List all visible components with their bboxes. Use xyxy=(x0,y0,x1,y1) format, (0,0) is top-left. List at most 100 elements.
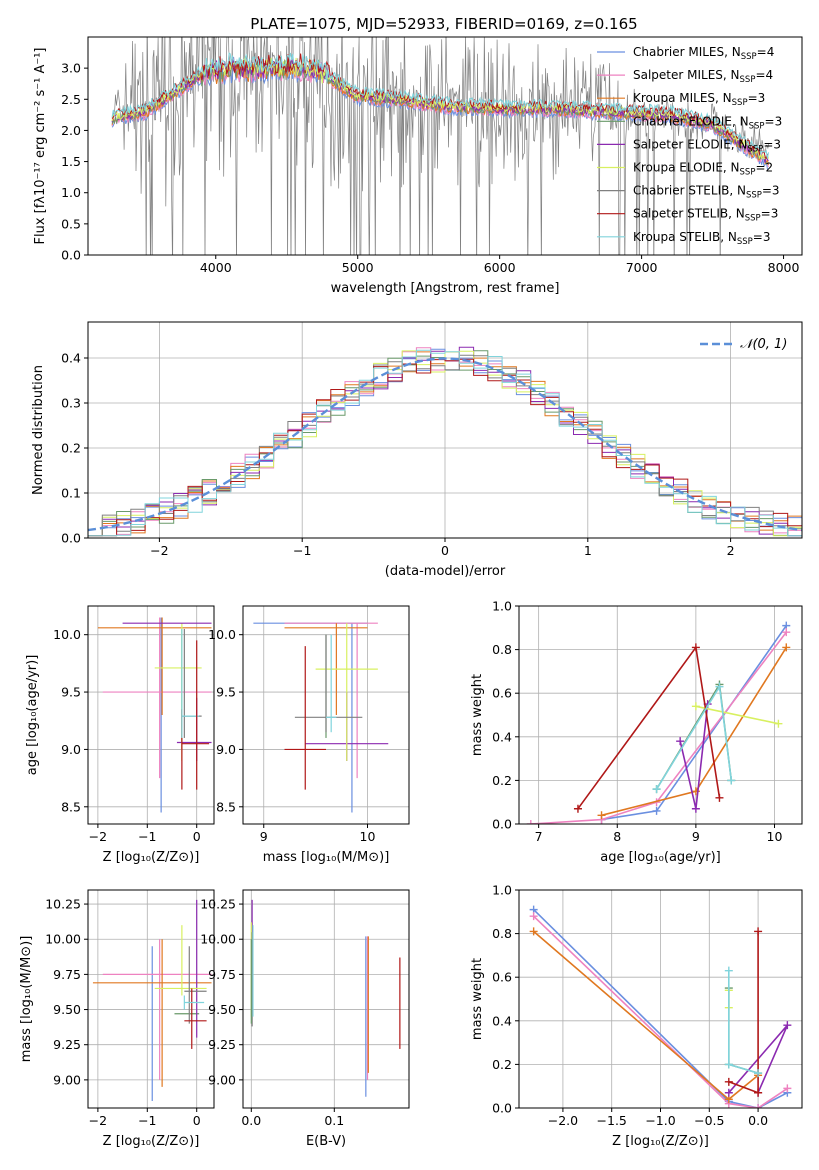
y-tick-label: 1.0 xyxy=(61,185,81,200)
weight-marker-kroupa-elodie xyxy=(774,719,783,728)
y-tick-label: 9.00 xyxy=(208,1072,236,1087)
x-tick-label: −2 xyxy=(150,543,168,558)
weight-line-kroupa-stelib xyxy=(655,684,733,790)
legend-entry: Chabrier ELODIE, NSSP=3 xyxy=(633,114,782,131)
plot-area-mass-age xyxy=(253,622,389,813)
y-tick-label: 0.1 xyxy=(61,486,81,501)
x-tick-label: 7 xyxy=(535,829,543,844)
x-tick-label: 0.1 xyxy=(324,1113,344,1128)
y-tick-label: 10.0 xyxy=(208,627,236,642)
weight-marker-kroupa-miles xyxy=(782,643,791,652)
panel-Z-weight: −2.0 −1.5 −1.0 −0.5 0.0 0.0 0.2 0.4 0.6 0.8 1.0 Z [… xyxy=(470,883,803,1149)
y-tick-label: 0.2 xyxy=(61,441,81,456)
weight-marker-salpeter-stelib xyxy=(754,1088,763,1097)
y-axis-label: Normed distribution xyxy=(31,365,46,495)
plot-area-Z-weight xyxy=(529,905,792,1108)
y-tick-label: 2.5 xyxy=(61,92,81,107)
y-tick-label: 0.0 xyxy=(61,248,81,263)
y-tick-label: 0.8 xyxy=(492,642,512,657)
panel-Z-age: −2 −1 0 8.5 9.0 9.5 10.0 Z [log₁₀(Z/Z⊙)] age [lo… xyxy=(25,605,215,865)
x-tick-label: −2 xyxy=(89,829,107,844)
y-tick-label: 10.25 xyxy=(200,897,236,912)
axes-frame xyxy=(518,605,803,825)
histogram-kroupa-stelib xyxy=(88,349,802,537)
y-tick-label: 0.8 xyxy=(492,926,512,941)
x-tick-label: 0 xyxy=(193,829,201,844)
y-tick-label: 1.5 xyxy=(61,154,81,169)
x-tick-label: −1.0 xyxy=(645,1113,675,1128)
y-tick-label: 10.00 xyxy=(45,932,81,947)
weight-marker-kroupa-stelib xyxy=(754,1069,763,1078)
x-tick-label: 9 xyxy=(260,829,268,844)
weight-marker-salpeter-elodie xyxy=(676,737,685,746)
histogram-kroupa-elodie xyxy=(88,350,802,537)
weight-line-kroupa-miles xyxy=(601,646,787,817)
y-tick-label: 9.0 xyxy=(61,742,81,757)
plot-area-age-weight xyxy=(526,621,791,824)
weight-marker-kroupa-miles xyxy=(597,811,606,820)
axes-frame xyxy=(87,605,215,825)
axes-frame xyxy=(87,889,215,1109)
x-tick-label: −2 xyxy=(89,1113,107,1128)
x-axis-label: Z [log₁₀(Z/Z⊙)] xyxy=(612,1134,709,1149)
x-tick-label: 9 xyxy=(692,829,700,844)
plot-area-ebv-mass xyxy=(250,899,401,1097)
y-tick-label: 0.4 xyxy=(492,1013,512,1028)
y-tick-label: 3.0 xyxy=(61,61,81,76)
x-axis-label: Z [log₁₀(Z/Z⊙)] xyxy=(103,850,200,865)
y-tick-label: 0.2 xyxy=(492,1057,512,1072)
weight-line-kroupa-stelib xyxy=(727,970,759,1074)
weight-marker-salpeter-stelib xyxy=(691,643,700,652)
weight-marker-salpeter-elodie xyxy=(691,804,700,813)
x-tick-label: 8000 xyxy=(768,260,800,275)
y-tick-label: 9.5 xyxy=(216,685,236,700)
weight-marker-salpeter-elodie xyxy=(724,1088,733,1097)
figure-title: PLATE=1075, MJD=52933, FIBERID=0169, z=0… xyxy=(250,15,637,33)
x-tick-label: 10 xyxy=(360,829,376,844)
weight-marker-kroupa-stelib xyxy=(727,776,736,785)
y-tick-label: 9.25 xyxy=(208,1037,236,1052)
y-tick-label: 1.0 xyxy=(492,883,512,898)
y-axis-label: mass weight xyxy=(470,958,485,1040)
legend-entry: Kroupa STELIB, NSSP=3 xyxy=(633,230,771,247)
y-tick-label: 9.50 xyxy=(208,1002,236,1017)
x-tick-label: −1.5 xyxy=(597,1113,627,1128)
x-tick-label: 5000 xyxy=(342,260,374,275)
x-axis-label: Z [log₁₀(Z/Z⊙)] xyxy=(103,1134,200,1149)
weight-marker-kroupa-stelib xyxy=(724,966,733,975)
axes-frame xyxy=(87,321,803,539)
y-axis-label: age [log₁₀(age/yr)] xyxy=(25,655,40,776)
y-tick-label: 8.5 xyxy=(61,799,81,814)
weight-line-kroupa-elodie xyxy=(695,705,779,725)
weight-line-salpeter-miles xyxy=(533,915,788,1108)
y-tick-label: 0.0 xyxy=(492,817,512,832)
y-tick-label: 0.4 xyxy=(61,351,81,366)
y-tick-label: 10.0 xyxy=(53,627,81,642)
x-tick-label: −0.5 xyxy=(694,1113,724,1128)
x-tick-label: 1 xyxy=(584,543,592,558)
weight-marker-salpeter-miles xyxy=(526,820,535,824)
weight-marker-kroupa-stelib xyxy=(715,682,724,691)
weight-marker-salpeter-miles xyxy=(783,1084,792,1093)
legend-entry: Chabrier MILES, NSSP=4 xyxy=(633,45,774,62)
weight-marker-kroupa-miles xyxy=(529,927,538,936)
weight-marker-salpeter-stelib xyxy=(754,927,763,936)
gaussian-curve xyxy=(88,357,802,532)
y-tick-label: 9.75 xyxy=(208,967,236,982)
x-tick-label: 10 xyxy=(767,829,783,844)
weight-line-chabrier-miles xyxy=(533,909,788,1108)
x-tick-label: 8 xyxy=(613,829,621,844)
y-axis-label: Flux [fλ10⁻¹⁷ erg cm⁻² s⁻¹ A⁻¹] xyxy=(33,48,48,245)
x-axis-label: wavelength [Angstrom, rest frame] xyxy=(331,281,560,296)
y-tick-label: 2.0 xyxy=(61,123,81,138)
x-tick-label: −2.0 xyxy=(548,1113,578,1128)
y-tick-label: 9.50 xyxy=(53,1002,81,1017)
panel-spectrum: 4000 5000 6000 7000 8000 0.0 0.5 1.0 1.5 2.0 2.5 3.… xyxy=(33,36,803,296)
weight-line-kroupa-miles xyxy=(533,930,759,1101)
axes-frame xyxy=(87,36,803,256)
legend-entry: Kroupa MILES, NSSP=3 xyxy=(633,91,765,108)
axes-frame xyxy=(242,605,410,825)
y-tick-label: 9.0 xyxy=(216,742,236,757)
y-tick-label: 9.5 xyxy=(61,685,81,700)
plot-area-Z-age xyxy=(97,617,212,813)
